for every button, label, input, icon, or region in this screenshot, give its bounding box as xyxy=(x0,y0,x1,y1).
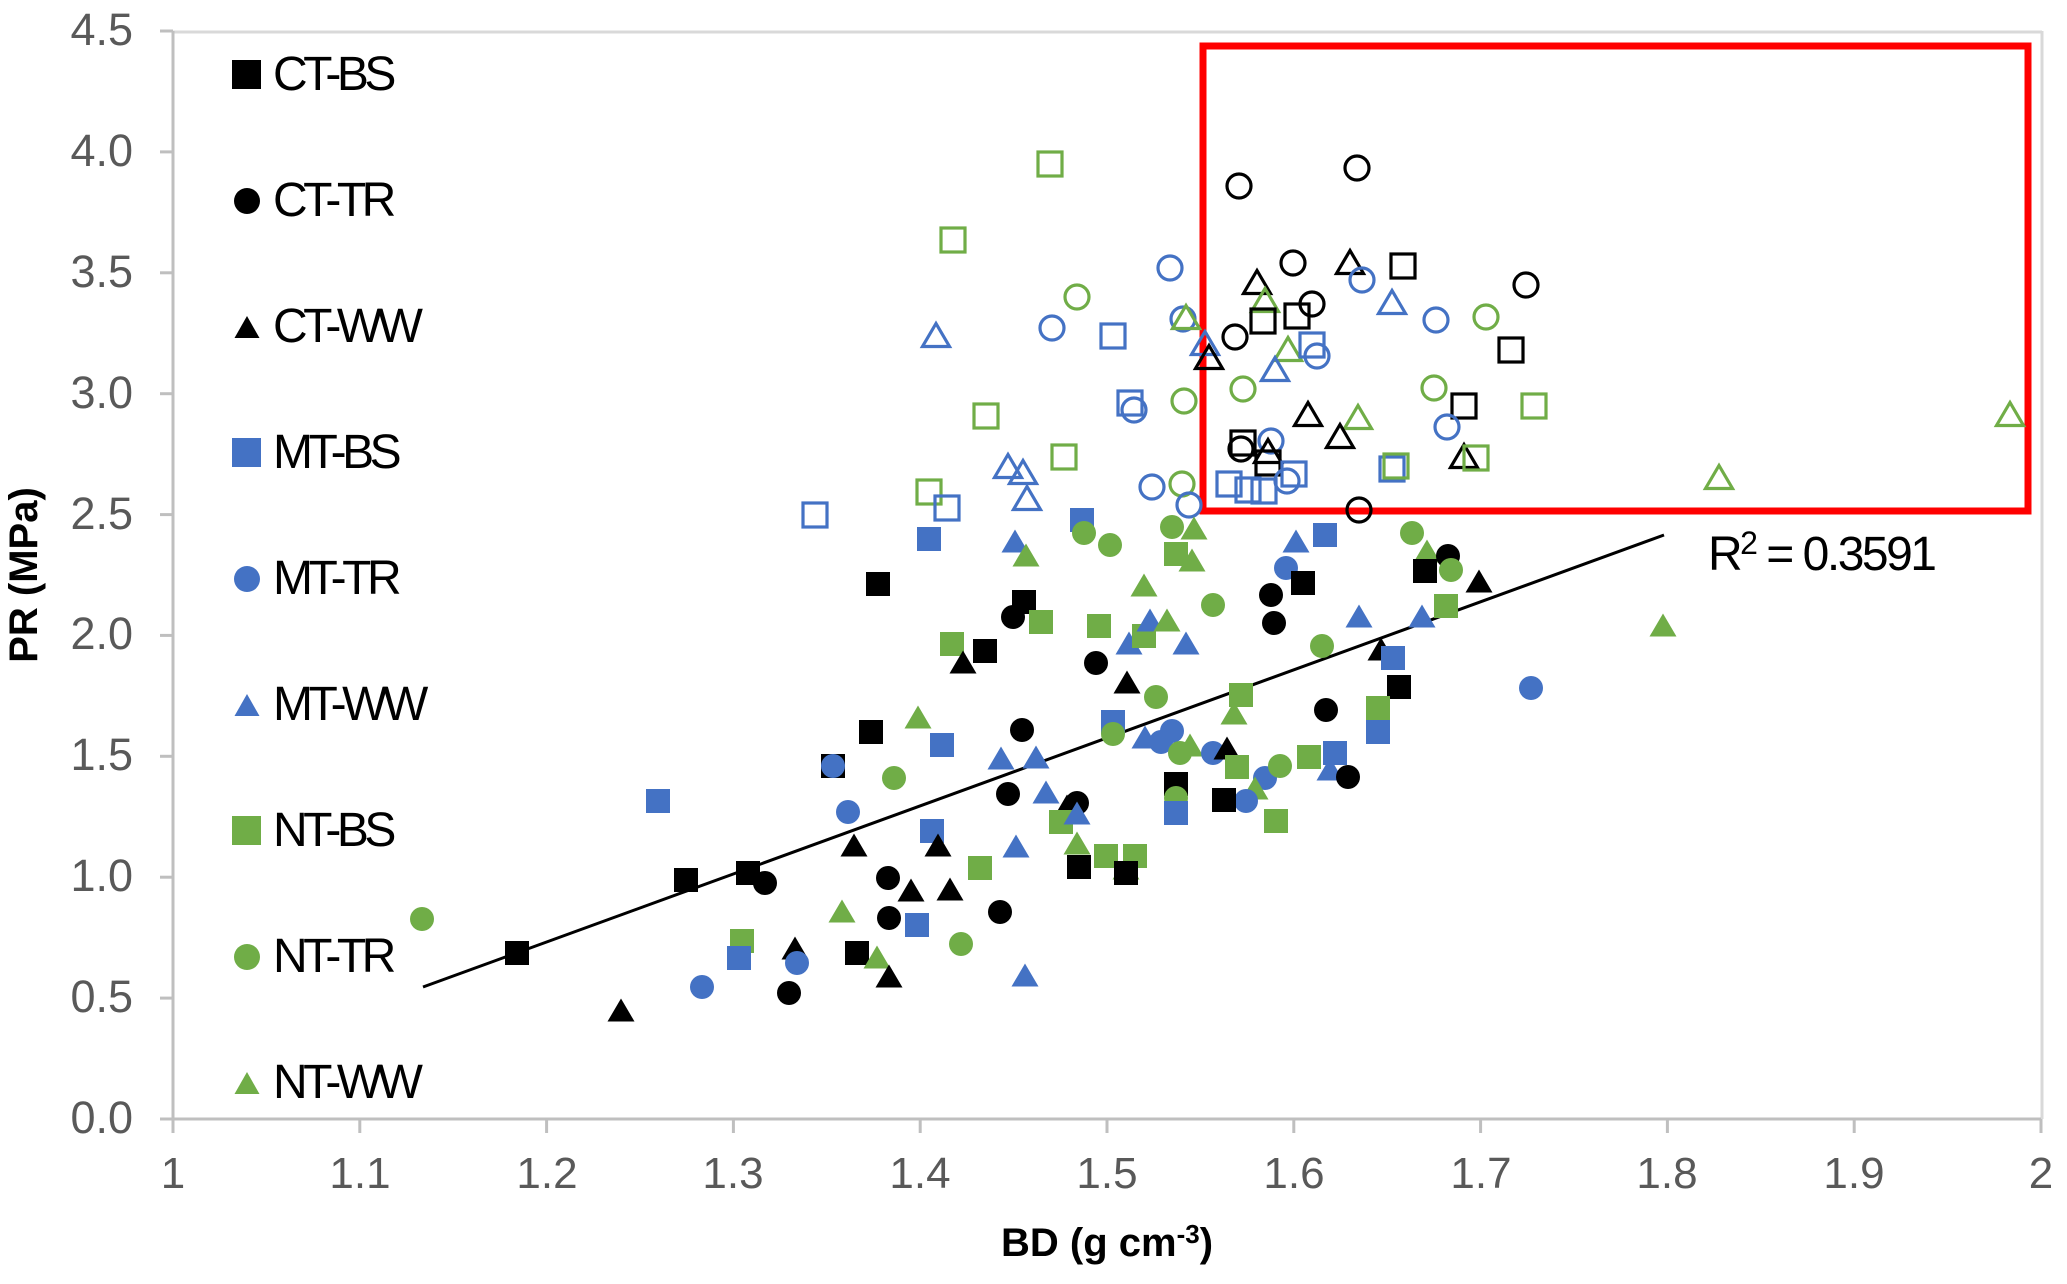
svg-text:1.5: 1.5 xyxy=(1076,1149,1137,1198)
svg-text:1.5: 1.5 xyxy=(70,729,133,780)
svg-text:BD (g cm-3): BD (g cm-3) xyxy=(1001,1219,1213,1265)
svg-text:1.7: 1.7 xyxy=(1450,1149,1511,1198)
svg-text:0.0: 0.0 xyxy=(70,1092,133,1143)
svg-text:1.9: 1.9 xyxy=(1823,1149,1884,1198)
svg-text:0.5: 0.5 xyxy=(70,971,133,1022)
svg-text:CT-BS: CT-BS xyxy=(273,48,394,101)
svg-text:NT-BS: NT-BS xyxy=(273,804,394,857)
svg-text:1.0: 1.0 xyxy=(70,850,133,901)
svg-text:1.8: 1.8 xyxy=(1636,1149,1697,1198)
svg-text:1.6: 1.6 xyxy=(1263,1149,1324,1198)
svg-text:MT-TR: MT-TR xyxy=(273,552,400,605)
svg-text:CT-TR: CT-TR xyxy=(273,174,395,227)
svg-text:1.4: 1.4 xyxy=(889,1149,950,1198)
svg-text:3.5: 3.5 xyxy=(70,246,133,297)
svg-text:4.0: 4.0 xyxy=(70,125,133,176)
svg-text:2.5: 2.5 xyxy=(70,488,133,539)
svg-text:4.5: 4.5 xyxy=(70,4,133,55)
svg-text:1.2: 1.2 xyxy=(516,1149,577,1198)
svg-text:1.3: 1.3 xyxy=(702,1149,763,1198)
svg-text:R2 = 0.3591: R2 = 0.3591 xyxy=(1708,525,1935,581)
svg-text:NT-WW: NT-WW xyxy=(273,1056,424,1109)
svg-text:2: 2 xyxy=(2029,1149,2053,1198)
svg-text:1: 1 xyxy=(161,1149,185,1198)
svg-text:NT-TR: NT-TR xyxy=(273,930,395,983)
svg-text:3.0: 3.0 xyxy=(70,367,133,418)
svg-text:2.0: 2.0 xyxy=(70,608,133,659)
svg-text:CT-WW: CT-WW xyxy=(273,300,424,353)
svg-text:MT-WW: MT-WW xyxy=(273,678,429,731)
svg-text:PR (MPa): PR (MPa) xyxy=(2,487,46,663)
svg-text:1.1: 1.1 xyxy=(329,1149,390,1198)
svg-text:MT-BS: MT-BS xyxy=(273,426,400,479)
